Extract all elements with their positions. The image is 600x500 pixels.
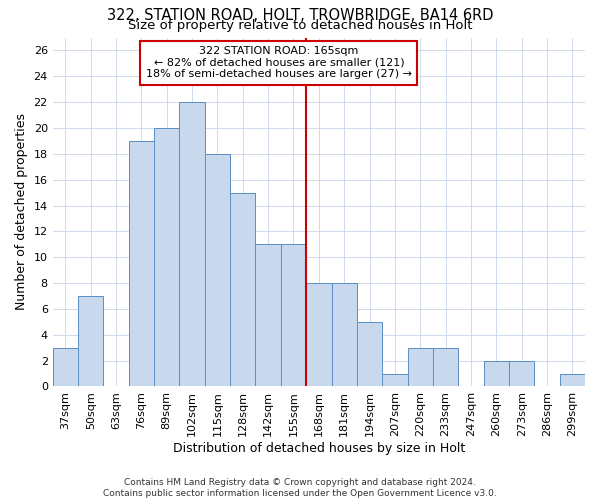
Bar: [407, 348, 433, 387]
Bar: [205, 154, 230, 386]
Bar: [382, 374, 407, 386]
Bar: [78, 296, 103, 386]
Bar: [154, 128, 179, 386]
Bar: [256, 244, 281, 386]
Bar: [230, 192, 256, 386]
Text: 322 STATION ROAD: 165sqm
← 82% of detached houses are smaller (121)
18% of semi-: 322 STATION ROAD: 165sqm ← 82% of detach…: [146, 46, 412, 80]
Bar: [129, 141, 154, 386]
Bar: [484, 360, 509, 386]
Text: 322, STATION ROAD, HOLT, TROWBRIDGE, BA14 6RD: 322, STATION ROAD, HOLT, TROWBRIDGE, BA1…: [107, 8, 493, 22]
Bar: [509, 360, 535, 386]
Bar: [306, 283, 332, 387]
Bar: [281, 244, 306, 386]
Bar: [332, 283, 357, 387]
Text: Contains HM Land Registry data © Crown copyright and database right 2024.
Contai: Contains HM Land Registry data © Crown c…: [103, 478, 497, 498]
Y-axis label: Number of detached properties: Number of detached properties: [15, 114, 28, 310]
Bar: [560, 374, 585, 386]
X-axis label: Distribution of detached houses by size in Holt: Distribution of detached houses by size …: [173, 442, 465, 455]
Bar: [179, 102, 205, 387]
Text: Size of property relative to detached houses in Holt: Size of property relative to detached ho…: [128, 18, 472, 32]
Bar: [53, 348, 78, 387]
Bar: [357, 322, 382, 386]
Bar: [433, 348, 458, 387]
